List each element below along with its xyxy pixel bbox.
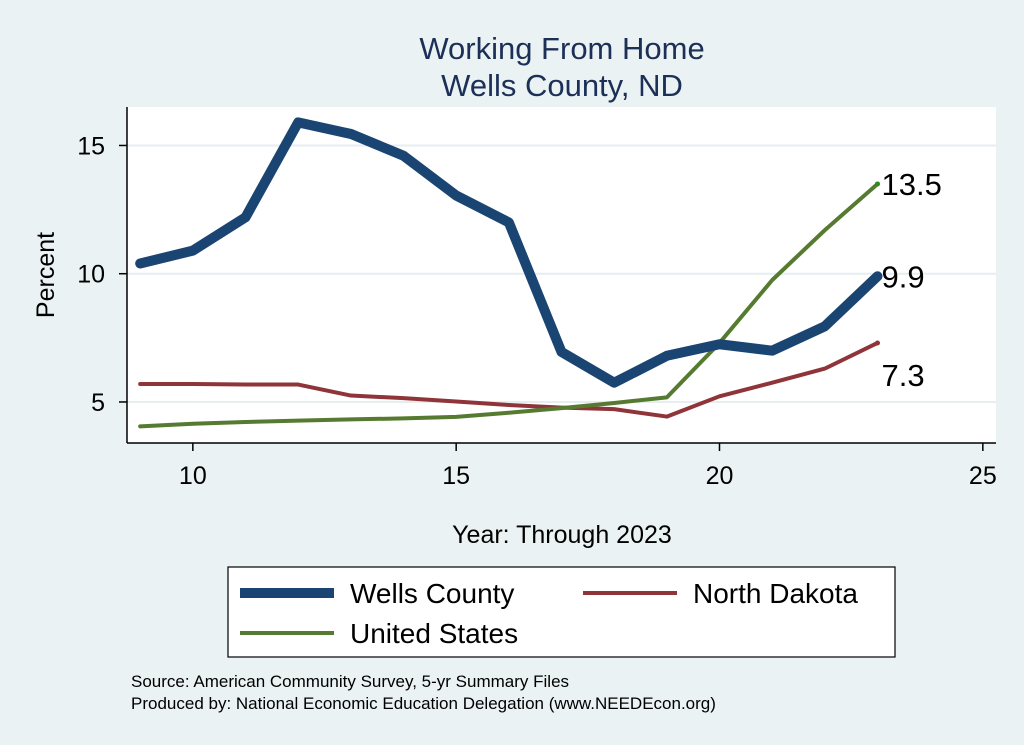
produced-by-note: Produced by: National Economic Education… [131, 694, 716, 713]
series-endpoint-north-dakota [875, 340, 880, 346]
source-note: Source: American Community Survey, 5-yr … [131, 672, 569, 691]
x-tick-label-25: 25 [969, 462, 997, 490]
y-tick-label-10: 10 [77, 261, 105, 289]
plot-area [127, 107, 996, 443]
x-tick-label-15: 15 [442, 462, 470, 490]
series-line-united-states [138, 181, 880, 429]
end-label-united-states: 13.5 [882, 167, 942, 202]
x-tick-label-10: 10 [179, 462, 207, 490]
x-ticks: 10 15 20 25 [179, 443, 997, 490]
legend-label-north-dakota: North Dakota [693, 578, 858, 609]
chart-title-line-2: Wells County, ND [441, 68, 683, 103]
series-line-north-dakota [138, 340, 880, 419]
series-endpoint-wells-county [873, 272, 882, 281]
legend-label-united-states: United States [350, 618, 518, 649]
legend: Wells County North Dakota United States [227, 566, 896, 658]
chart-title-line-1: Working From Home [419, 31, 704, 66]
series-line-wells-county [135, 117, 883, 388]
legend-label-wells-county: Wells County [350, 578, 514, 609]
grid-lines [127, 144, 996, 403]
y-tick-label-5: 5 [91, 389, 105, 417]
end-labels: 9.9 7.3 13.5 [882, 167, 942, 393]
x-tick-label-20: 20 [706, 462, 734, 490]
legend-box [227, 566, 896, 658]
series-endpoint-united-states [875, 181, 880, 187]
series-lines [135, 117, 883, 429]
end-label-north-dakota: 7.3 [882, 358, 925, 393]
end-label-wells-county: 9.9 [882, 259, 925, 294]
y-ticks: 5 10 15 [77, 132, 127, 417]
x-axis-title: Year: Through 2023 [452, 521, 672, 549]
y-axis-title: Percent [32, 232, 60, 318]
y-tick-label-15: 15 [77, 132, 105, 160]
axes [126, 107, 996, 444]
